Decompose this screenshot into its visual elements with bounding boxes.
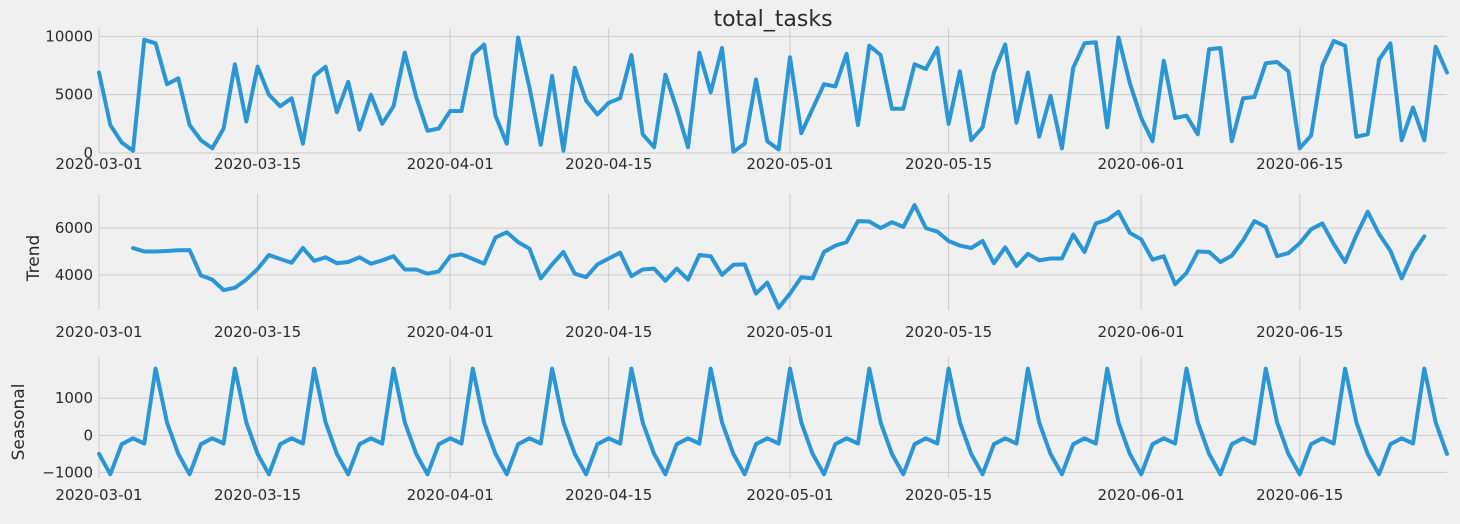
y-tick-label: 0 [83,144,93,162]
x-tick-label: 2020-06-01 [1098,155,1185,173]
series-line [131,203,1427,310]
x-tick-label: 2020-04-15 [565,323,652,341]
tick-labels: 2020-03-01 2020-03-15 2020-04-01 2020-04-15… [42,389,1343,504]
x-tick-label: 2020-06-15 [1256,155,1343,173]
x-tick-label: 2020-06-15 [1256,323,1343,341]
series-line [97,366,1449,477]
x-tick-label: 2020-03-01 [55,486,142,504]
y-axis-label-seasonal: Seasonal [9,384,29,461]
gridlines [98,194,1447,310]
gridlines [98,28,1447,154]
chart-title: total_tasks [713,7,832,32]
series-line [97,35,1449,154]
x-tick-label: 2020-05-15 [905,323,992,341]
x-tick-label: 2020-03-01 [55,155,142,173]
x-tick-label: 2020-05-01 [746,486,833,504]
x-tick-label: 2020-04-15 [565,486,652,504]
y-tick-label: 10000 [45,27,93,45]
x-tick-label: 2020-06-01 [1098,486,1185,504]
x-tick-label: 2020-05-01 [746,155,833,173]
y-tick-label: 5000 [55,86,93,104]
y-tick-label: 1000 [55,389,93,407]
panel-seasonal: Seasonal 2020-03-01 2020-03-15 2020-04-01 2… [9,357,1449,504]
y-tick-label: 0 [83,426,93,444]
panel-total-tasks: total_tasks 2020-03-01 2020-03-15 2020-04-… [45,7,1449,173]
x-tick-label: 2020-06-15 [1256,486,1343,504]
x-tick-label: 2020-04-15 [565,155,652,173]
x-tick-label: 2020-05-01 [746,323,833,341]
x-tick-label: 2020-03-01 [55,323,142,341]
y-axis-label-trend: Trend [24,235,44,283]
panel-trend: Trend 2020-03-01 2020-03-15 2020-04-01 2020… [24,194,1447,341]
x-tick-label: 2020-03-15 [214,486,301,504]
x-tick-label: 2020-05-15 [905,155,992,173]
y-tick-label: 6000 [55,219,93,237]
x-tick-label: 2020-04-01 [407,323,494,341]
gridlines [98,357,1447,478]
x-tick-label: 2020-03-15 [214,323,301,341]
x-tick-label: 2020-04-01 [407,155,494,173]
x-tick-label: 2020-05-15 [905,486,992,504]
y-tick-label: −1000 [42,463,93,481]
x-tick-label: 2020-04-01 [407,486,494,504]
tick-labels: 2020-03-01 2020-03-15 2020-04-01 2020-04-15… [45,27,1343,173]
x-tick-label: 2020-06-01 [1098,323,1185,341]
tick-labels: 2020-03-01 2020-03-15 2020-04-01 2020-04-15… [55,219,1344,341]
y-tick-label: 4000 [55,266,93,284]
x-tick-label: 2020-03-15 [214,155,301,173]
